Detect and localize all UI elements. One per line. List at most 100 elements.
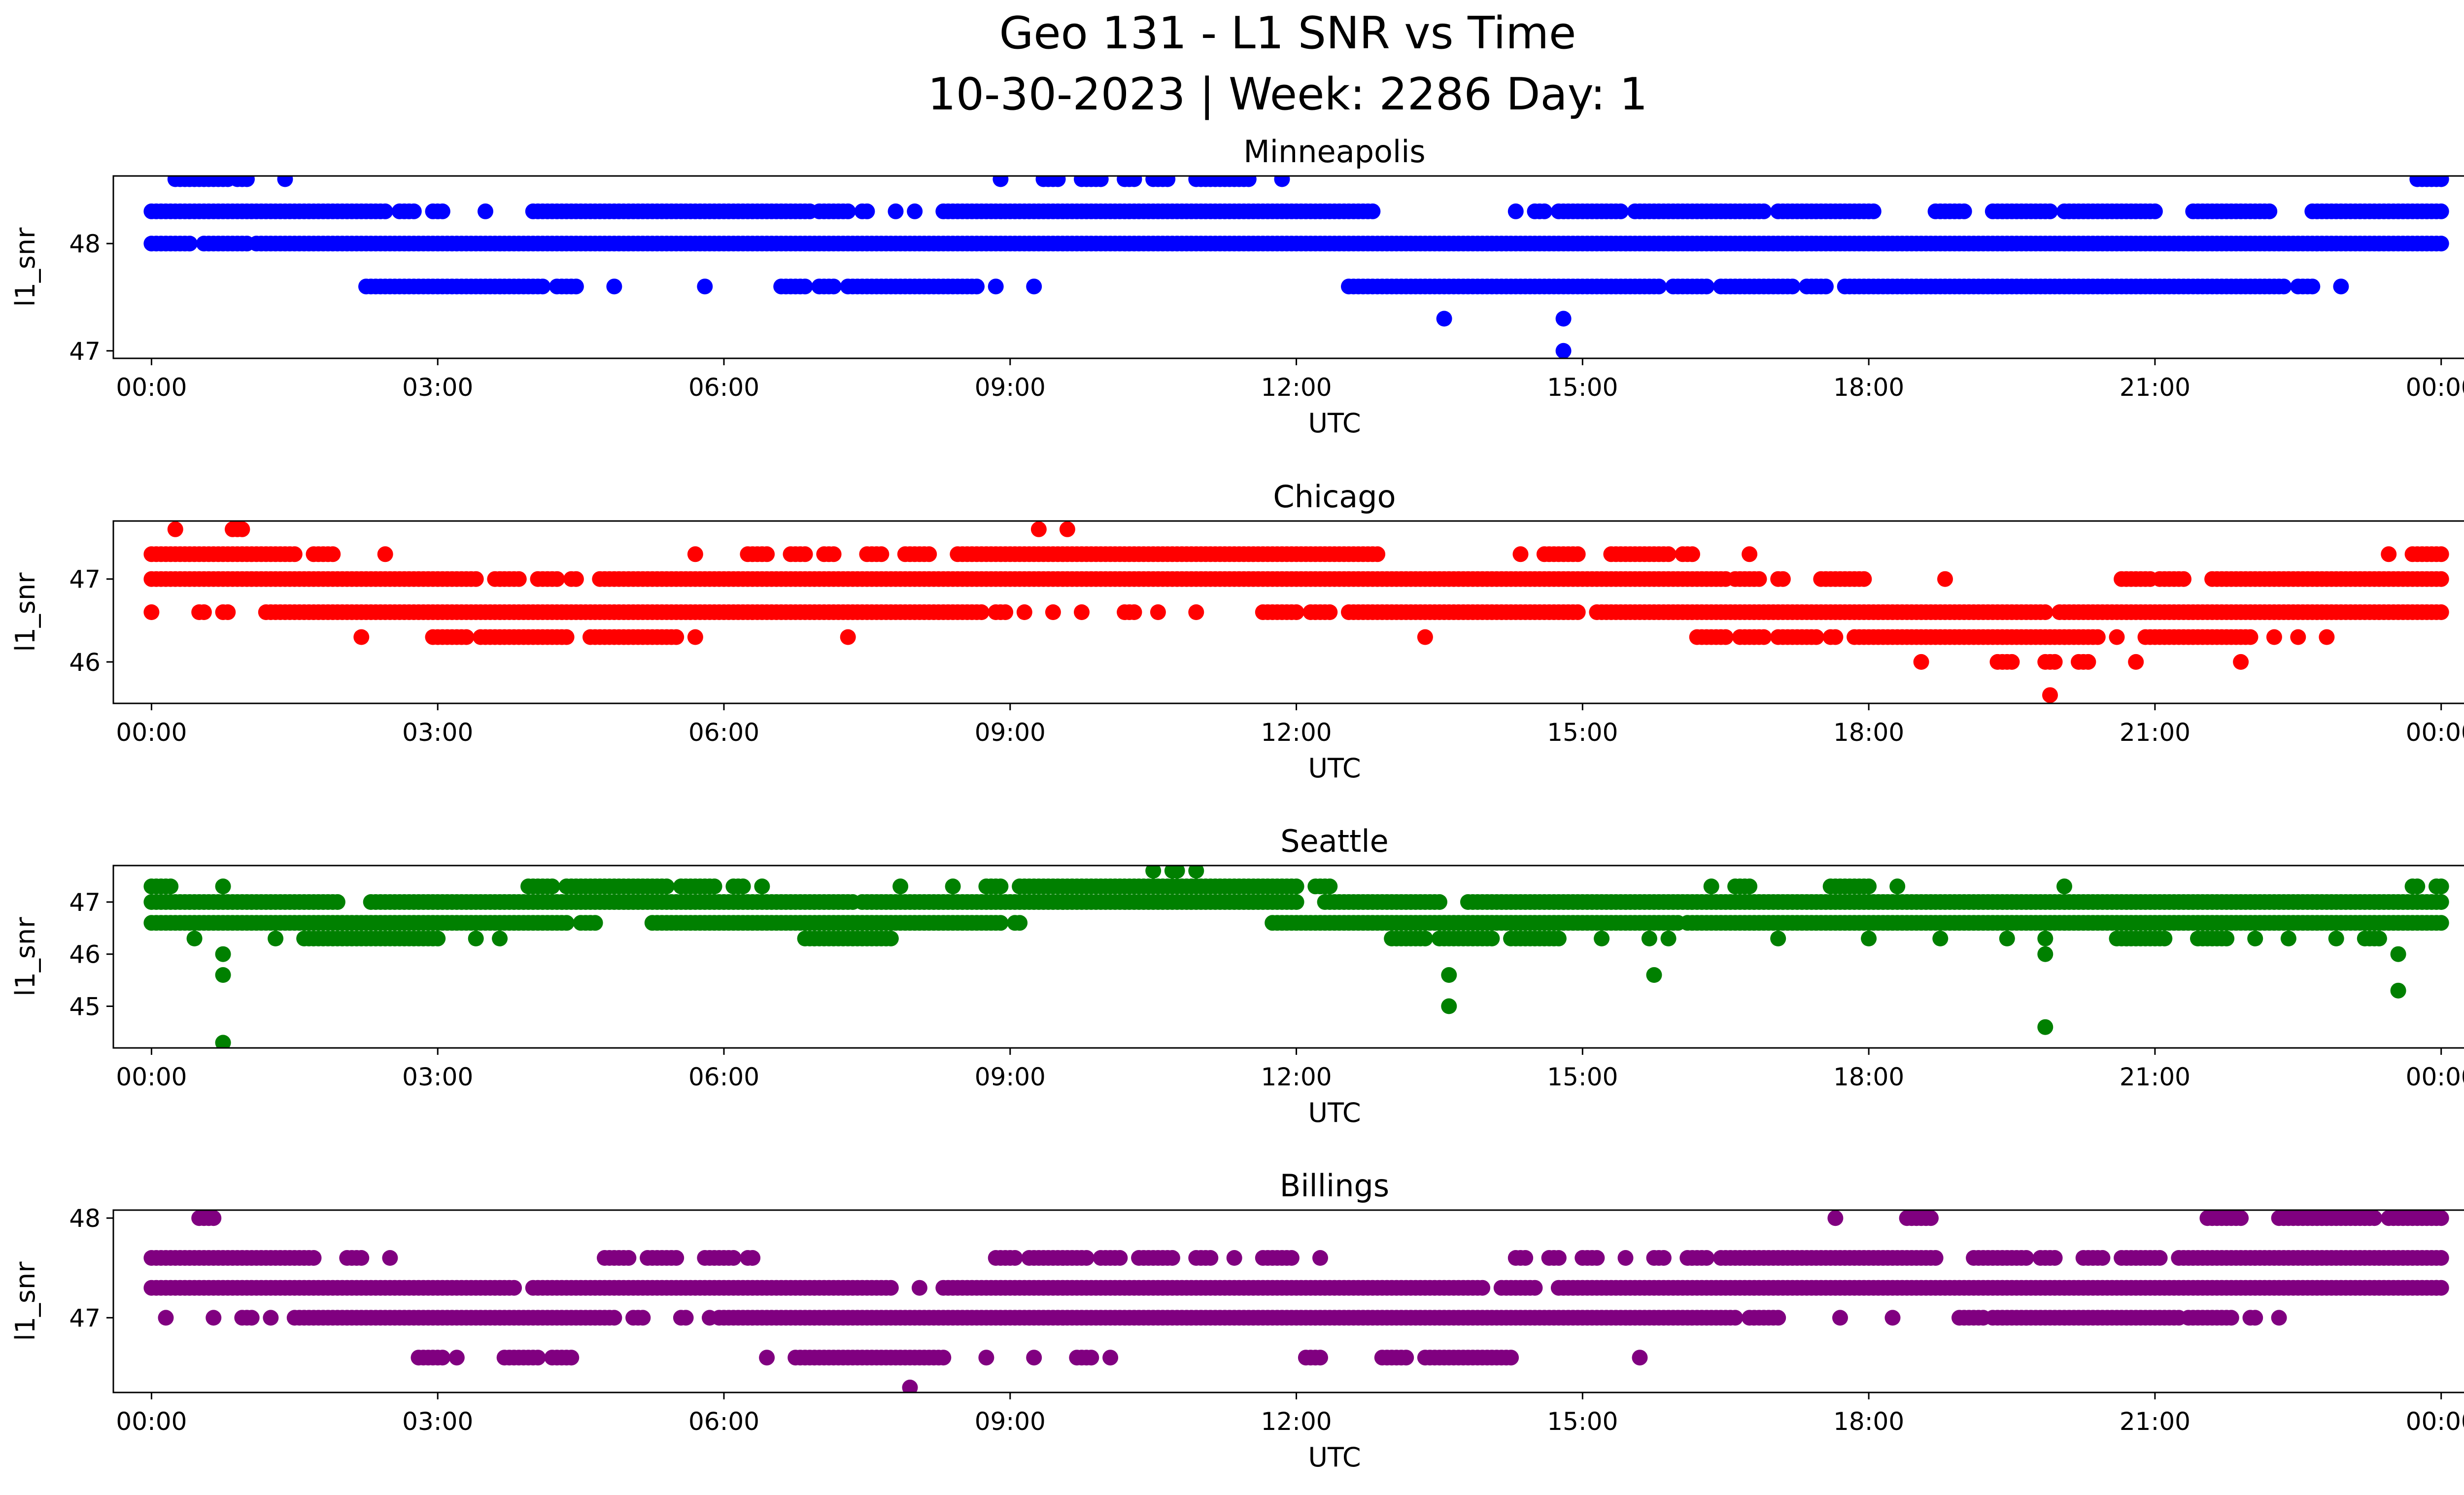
data-point <box>353 629 370 645</box>
data-point <box>2429 1280 2444 1296</box>
data-point <box>1751 571 1767 587</box>
x-tick-label: 15:00 <box>1547 1063 1618 1091</box>
data-point <box>220 604 236 620</box>
data-point <box>1632 1350 1648 1366</box>
subplot-title: Billings <box>1280 1168 1389 1204</box>
x-axis-label: UTC <box>1308 1097 1361 1128</box>
data-point <box>2433 546 2449 562</box>
data-point <box>921 546 937 562</box>
data-point <box>2247 931 2263 946</box>
data-point <box>2219 931 2235 946</box>
data-point <box>329 894 345 910</box>
x-tick-label: 15:00 <box>1547 373 1618 402</box>
data-point <box>859 203 875 219</box>
data-point <box>759 1350 775 1366</box>
data-point <box>1703 878 1719 895</box>
data-point <box>759 546 775 562</box>
data-points <box>143 176 2449 358</box>
data-point <box>1861 878 1877 895</box>
data-point <box>1503 1350 1519 1366</box>
x-axis-label: UTC <box>1308 753 1361 784</box>
axes-frame <box>112 175 2464 359</box>
data-point <box>1365 203 1381 219</box>
data-point <box>215 967 231 983</box>
data-point <box>1555 311 1572 327</box>
data-point <box>1322 604 1338 620</box>
y-axis-label: l1_snr <box>10 1261 41 1341</box>
data-point <box>973 604 990 620</box>
data-point <box>697 278 713 295</box>
data-point <box>458 629 475 645</box>
data-point <box>234 521 250 537</box>
x-tick-label: 06:00 <box>688 373 759 402</box>
y-tick-label: 47 <box>69 337 101 366</box>
data-point <box>1865 203 1882 219</box>
data-point <box>1288 894 1304 910</box>
x-tick-label: 06:00 <box>688 1407 759 1436</box>
data-point <box>2366 1210 2383 1226</box>
data-point <box>2433 894 2449 910</box>
data-point <box>997 604 1014 620</box>
data-point <box>205 1210 222 1226</box>
data-point <box>186 931 203 946</box>
data-point <box>606 278 622 295</box>
data-point <box>1756 629 1772 645</box>
data-point <box>1770 931 1786 946</box>
data-point <box>143 604 160 620</box>
x-tick-label: 18:00 <box>1833 718 1904 747</box>
data-point <box>1699 278 1714 295</box>
x-tick-label: 00:00 <box>2406 718 2464 747</box>
x-axis-label: UTC <box>1308 408 1361 439</box>
data-point <box>1112 1250 1128 1266</box>
data-point <box>506 1280 522 1296</box>
data-point <box>568 571 584 587</box>
data-point <box>377 203 393 219</box>
data-point <box>2223 1310 2239 1326</box>
x-tick-label: 00:00 <box>116 718 187 747</box>
data-point <box>1484 931 1500 946</box>
data-point <box>606 1310 622 1326</box>
data-point <box>1432 894 1447 910</box>
data-point <box>1150 604 1166 620</box>
data-point <box>268 931 284 946</box>
data-point <box>969 278 985 295</box>
data-point <box>2247 1310 2263 1326</box>
data-point <box>1474 1280 1491 1296</box>
data-point <box>215 1035 231 1048</box>
data-point <box>353 1250 370 1266</box>
data-point <box>2109 629 2125 645</box>
data-point <box>1398 1350 1414 1366</box>
data-point <box>1369 546 1386 562</box>
data-point <box>2080 654 2096 670</box>
data-point <box>1045 604 1061 620</box>
data-point <box>2037 931 2053 946</box>
data-point <box>1078 1250 1095 1266</box>
data-point <box>277 176 293 187</box>
x-tick-label: 00:00 <box>2406 373 2464 402</box>
data-point <box>563 1350 580 1366</box>
data-point <box>1827 629 1844 645</box>
data-point <box>2037 1019 2053 1035</box>
data-point <box>825 546 842 562</box>
data-point <box>2433 571 2449 587</box>
data-point <box>1074 604 1090 620</box>
x-tick-label: 09:00 <box>975 1407 1046 1436</box>
data-point <box>1288 604 1304 620</box>
data-point <box>2156 931 2173 946</box>
data-point <box>754 878 770 895</box>
data-point <box>434 1350 450 1366</box>
data-point <box>2233 654 2249 670</box>
data-point <box>2261 203 2278 219</box>
data-point <box>1550 931 1567 946</box>
data-point <box>2433 176 2449 187</box>
data-point <box>544 878 560 895</box>
data-point <box>678 1310 694 1326</box>
data-point <box>215 878 231 895</box>
data-point <box>549 571 565 587</box>
data-point <box>1007 1250 1023 1266</box>
data-point <box>1913 654 1929 670</box>
data-point <box>1770 1310 1786 1326</box>
y-tick-label: 45 <box>69 992 101 1021</box>
